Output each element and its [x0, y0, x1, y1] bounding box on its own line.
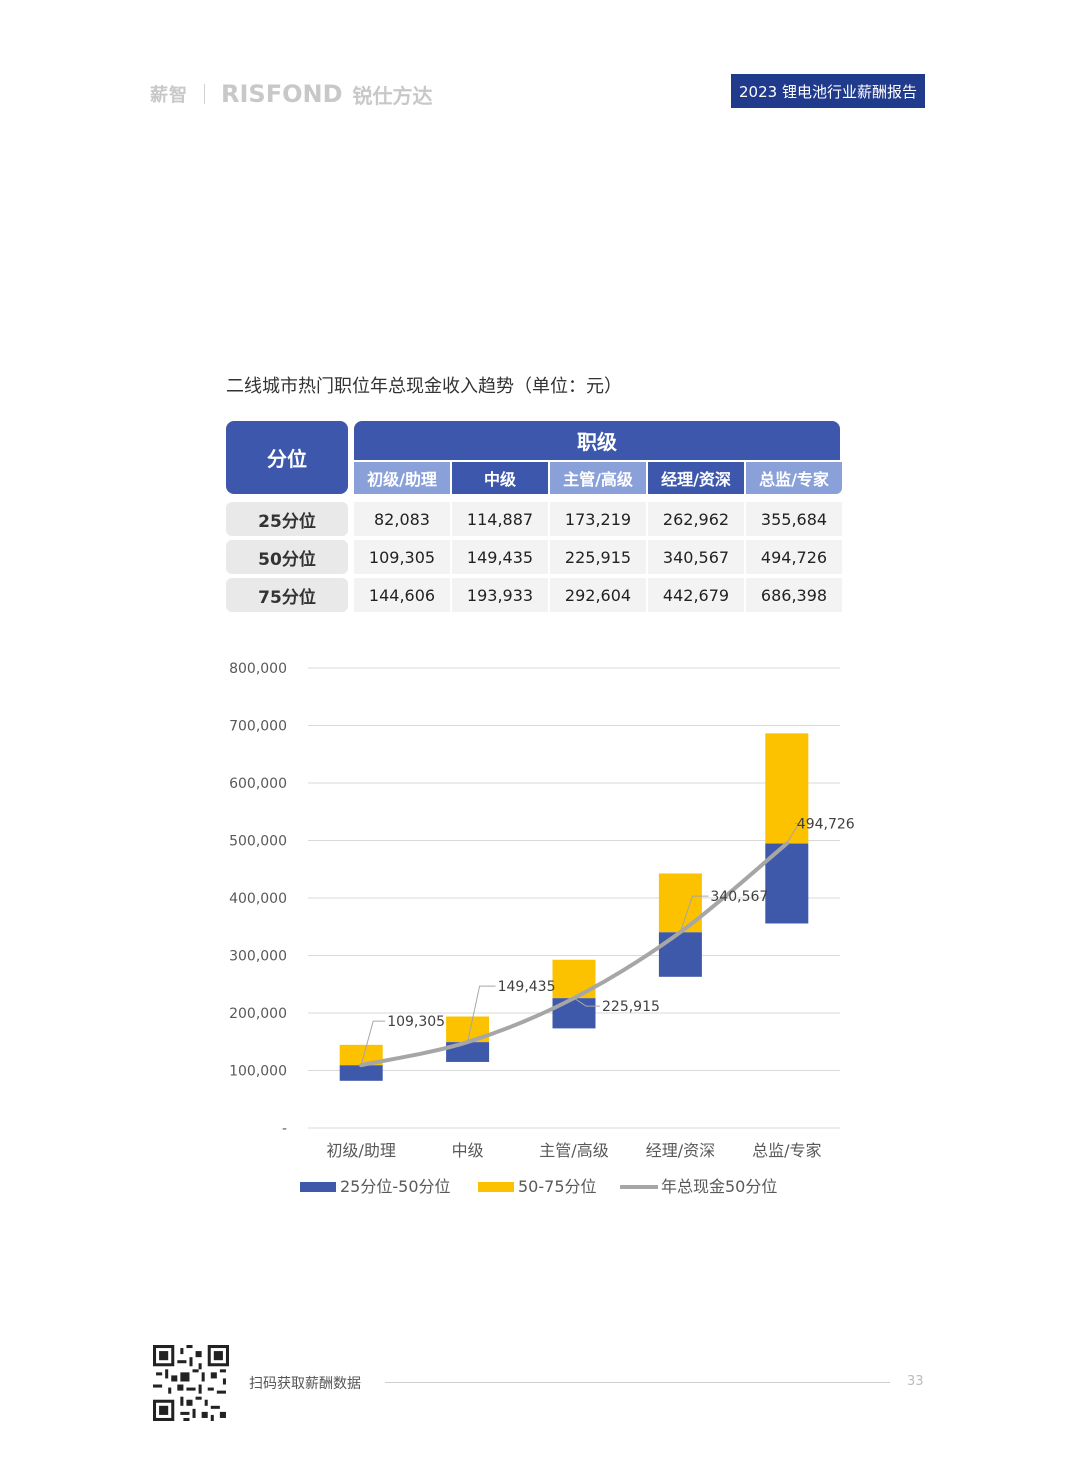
footer-divider	[385, 1382, 890, 1383]
bar-25-50	[658, 932, 702, 977]
row-label: 50分位	[226, 540, 348, 574]
row-label: 75分位	[226, 578, 348, 612]
column-header: 经理/资深	[648, 462, 744, 494]
y-tick-label: 500,000	[229, 834, 287, 850]
bar-50-75	[658, 873, 702, 933]
salary-trend-chart: - 100,000 200,000 300,000 400,000 500,000 600,…	[229, 661, 855, 1196]
table-cell: 109,305	[354, 540, 450, 574]
table-cell: 355,684	[746, 502, 842, 536]
column-header: 中级	[452, 462, 548, 494]
table-cell: 340,567	[648, 540, 744, 574]
legend-label: 50-75分位	[518, 1177, 597, 1196]
legend-label: 25分位-50分位	[340, 1177, 451, 1196]
table-cell: 494,726	[746, 540, 842, 574]
y-tick-label: 200,000	[229, 1006, 287, 1022]
table-group-header: 职级	[354, 421, 840, 460]
table-cell: 292,604	[550, 578, 646, 612]
column-header: 主管/高级	[550, 462, 646, 494]
legend-swatch-50-75	[478, 1182, 514, 1192]
column-header: 初级/助理	[354, 462, 450, 494]
header-logo: 薪智 RISFOND 锐仕方达	[150, 78, 433, 110]
x-tick-label: 主管/高级	[539, 1141, 608, 1160]
data-label: 225,915	[602, 999, 660, 1015]
y-tick-label: 600,000	[229, 776, 287, 792]
data-label: 494,726	[797, 817, 855, 833]
data-label-leader	[467, 985, 496, 1043]
x-tick-label: 经理/资深	[646, 1141, 715, 1160]
table-cell: 114,887	[452, 502, 548, 536]
bar-50-75	[765, 733, 809, 844]
legend-swatch-25-50	[300, 1182, 336, 1192]
y-tick-label: 300,000	[229, 949, 287, 965]
data-label-leader	[786, 823, 800, 844]
legend-label: 年总现金50分位	[661, 1177, 777, 1196]
xinzhi-logo: 薪智	[150, 85, 188, 106]
y-tick-label: 800,000	[229, 661, 287, 677]
y-tick-label: 700,000	[229, 719, 287, 735]
table-cell: 144,606	[354, 578, 450, 612]
scan-prompt-text: 扫码获取薪酬数据	[249, 1376, 361, 1392]
table-cell: 149,435	[452, 540, 548, 574]
table-cell: 193,933	[452, 578, 548, 612]
row-label: 25分位	[226, 502, 348, 536]
data-label-leader	[679, 895, 709, 933]
y-tick-label: 400,000	[229, 891, 287, 907]
table-cell: 262,962	[648, 502, 744, 536]
x-tick-label: 中级	[452, 1141, 484, 1160]
y-tick-label: -	[282, 1121, 287, 1137]
report-title-badge: 2023 锂电池行业薪酬报告	[731, 74, 925, 108]
data-label: 340,567	[710, 889, 768, 905]
y-tick-label: 100,000	[229, 1064, 287, 1080]
table-cell: 442,679	[648, 578, 744, 612]
bar-25-50	[552, 998, 596, 1029]
table-cell: 82,083	[354, 502, 450, 536]
data-label-leader	[573, 997, 600, 1007]
median-trend-line	[359, 841, 789, 1068]
risfond-logo-cn: 锐仕方达	[352, 83, 433, 108]
column-header: 总监/专家	[746, 462, 842, 494]
section-title: 二线城市热门职位年总现金收入趋势（单位：元）	[226, 376, 622, 397]
table-cell: 686,398	[746, 578, 842, 612]
data-label: 149,435	[498, 979, 556, 995]
bar-25-50	[339, 1065, 383, 1081]
table-corner-header: 分位	[226, 421, 348, 494]
data-label-leader	[360, 1020, 386, 1066]
logo-divider	[204, 84, 205, 104]
table-cell: 225,915	[550, 540, 646, 574]
page-number: 33	[907, 1374, 924, 1389]
x-tick-label: 总监/专家	[752, 1141, 821, 1160]
table-cell: 173,219	[550, 502, 646, 536]
data-label: 109,305	[387, 1014, 445, 1030]
risfond-logo: RISFOND	[221, 80, 343, 108]
x-tick-label: 初级/助理	[326, 1141, 395, 1160]
qr-code-icon[interactable]	[153, 1345, 229, 1421]
bar-50-75	[339, 1044, 383, 1066]
